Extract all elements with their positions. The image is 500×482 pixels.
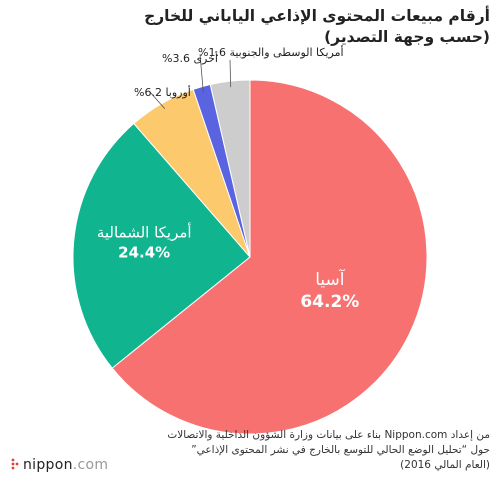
source-line1: من إعداد Nippon.com بناء على بيانات وزار… [167,429,490,441]
logo-dots-icon [11,458,19,470]
nippon-logo: nippon.com [10,457,108,473]
logo-text: nippon [23,457,73,473]
leader-line [199,53,204,93]
slice-outside-label: أخرى 3.6% [162,51,218,65]
slice-outside-label: أوروبا 6.2% [134,85,191,99]
slice-value-label: 24.4% [118,244,170,262]
leader-line [229,59,232,88]
slice-label: أمريكا الشمالية [97,223,192,242]
slice-outside-label: أمريكا الوسطى والجنوبية 1.6% [198,45,344,59]
pie-slice [209,79,251,258]
source-line2: حول “تحليل الوضع الحالي للتوسع بالخارج ف… [191,444,490,456]
pie-slice [72,122,251,369]
chart-title-line1: أرقام مبيعات المحتوى الإذاعي الياباني لل… [144,7,490,25]
source-note: من إعداد Nippon.com بناء على بيانات وزار… [10,428,490,473]
slice-value-label: 64.2% [300,292,359,312]
slice-label: آسيا [315,268,346,290]
pie-slice [111,79,428,435]
source-line3: (العام المالي 2016) [400,459,490,471]
chart-title-line2: (حسب وجهة التصدير) [324,28,490,46]
chart-title: أرقام مبيعات المحتوى الإذاعي الياباني لل… [20,6,490,48]
logo-suffix: .com [72,457,109,473]
leader-line [149,91,166,109]
